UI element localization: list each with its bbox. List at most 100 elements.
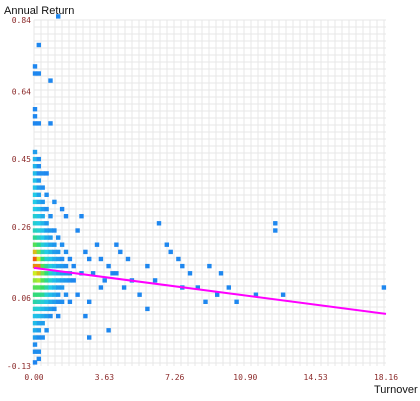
density-cell bbox=[83, 313, 88, 319]
density-cell bbox=[36, 271, 41, 276]
density-cell bbox=[36, 292, 41, 297]
density-cell bbox=[32, 292, 38, 297]
density-cell bbox=[40, 313, 45, 319]
density-cell bbox=[32, 192, 38, 197]
density-cell bbox=[36, 214, 41, 219]
density-cell bbox=[273, 228, 278, 233]
density-cell bbox=[40, 278, 45, 283]
density-cell bbox=[164, 242, 169, 247]
density-cell bbox=[195, 285, 200, 290]
y-tick-label: 0.64 bbox=[12, 87, 31, 96]
x-tick-label: 10.90 bbox=[233, 373, 257, 382]
density-cell bbox=[48, 285, 53, 290]
density-cell bbox=[36, 42, 41, 48]
density-cell bbox=[253, 292, 259, 297]
density-cell bbox=[40, 263, 45, 269]
density-cell bbox=[36, 299, 41, 304]
density-cell bbox=[36, 235, 41, 240]
density-cell bbox=[32, 342, 38, 347]
density-cell bbox=[32, 263, 38, 269]
density-cell bbox=[36, 313, 41, 319]
density-cell bbox=[32, 349, 38, 354]
density-cell bbox=[32, 285, 38, 290]
density-cell bbox=[32, 321, 38, 326]
density-cell bbox=[40, 306, 45, 312]
plot-background bbox=[34, 20, 386, 366]
density-cell bbox=[32, 335, 38, 340]
density-cell bbox=[44, 285, 49, 290]
density-cell bbox=[52, 299, 57, 304]
density-cell bbox=[125, 256, 131, 262]
density-cell bbox=[40, 228, 45, 233]
density-cell bbox=[36, 256, 41, 262]
density-cell bbox=[168, 249, 173, 255]
density-cell bbox=[56, 235, 61, 240]
y-tick-label: 0.45 bbox=[12, 155, 31, 164]
density-cell bbox=[36, 356, 41, 362]
density-cell bbox=[156, 221, 162, 226]
density-cell bbox=[40, 199, 45, 205]
density-cell bbox=[56, 14, 61, 19]
density-cell bbox=[32, 71, 38, 76]
density-cell bbox=[52, 278, 57, 283]
density-cell bbox=[121, 285, 127, 290]
x-tick-label: 3.63 bbox=[95, 373, 114, 382]
density-cell bbox=[176, 256, 181, 262]
density-cell bbox=[59, 263, 65, 269]
density-cell bbox=[48, 278, 53, 283]
density-cell bbox=[32, 360, 38, 365]
density-cell bbox=[32, 299, 38, 304]
density-cell bbox=[79, 214, 84, 219]
density-cell bbox=[67, 278, 73, 283]
density-cell bbox=[36, 321, 41, 326]
density-cell bbox=[32, 178, 38, 183]
density-cell bbox=[36, 185, 41, 190]
density-cell bbox=[110, 271, 115, 276]
density-cell bbox=[56, 285, 61, 290]
density-cells bbox=[32, 14, 387, 365]
density-cell bbox=[32, 156, 38, 162]
density-cell bbox=[44, 306, 49, 312]
density-cell bbox=[44, 278, 49, 283]
density-cell bbox=[44, 249, 49, 255]
density-cell bbox=[48, 256, 53, 262]
density-cell bbox=[56, 278, 61, 283]
density-cell bbox=[36, 199, 41, 205]
density-cell bbox=[32, 199, 38, 205]
density-cell bbox=[63, 249, 69, 255]
density-cell bbox=[40, 299, 45, 304]
density-cell bbox=[59, 278, 65, 283]
density-cell bbox=[40, 271, 45, 276]
density-cell bbox=[36, 228, 41, 233]
y-tick-label: 0.84 bbox=[12, 16, 31, 25]
density-cell bbox=[114, 271, 119, 276]
density-cell bbox=[48, 214, 53, 219]
y-tick-labels: -0.13 0.06 0.26 0.45 0.64 0.84 bbox=[7, 16, 31, 371]
density-cell bbox=[32, 271, 38, 276]
density-cell bbox=[48, 299, 53, 304]
density-cell bbox=[63, 278, 69, 283]
density-cell bbox=[44, 299, 49, 304]
density-cell bbox=[203, 299, 208, 304]
density-cell bbox=[40, 256, 45, 262]
density-cell bbox=[59, 285, 65, 290]
density-cell bbox=[36, 192, 41, 197]
density-cell bbox=[44, 292, 49, 297]
density-cell bbox=[32, 64, 38, 69]
density-cell bbox=[234, 299, 239, 304]
density-cell bbox=[40, 321, 45, 326]
density-cell bbox=[32, 313, 38, 319]
density-cell bbox=[114, 242, 119, 247]
density-cell bbox=[32, 235, 38, 240]
density-cell bbox=[36, 263, 41, 269]
density-cell bbox=[48, 313, 53, 319]
density-cell bbox=[52, 271, 57, 276]
density-cell bbox=[44, 228, 49, 233]
density-cell bbox=[98, 285, 104, 290]
density-cell bbox=[48, 249, 53, 255]
density-cell bbox=[40, 235, 45, 240]
density-cell bbox=[56, 249, 61, 255]
density-cell bbox=[32, 278, 38, 283]
density-cell bbox=[152, 278, 158, 283]
